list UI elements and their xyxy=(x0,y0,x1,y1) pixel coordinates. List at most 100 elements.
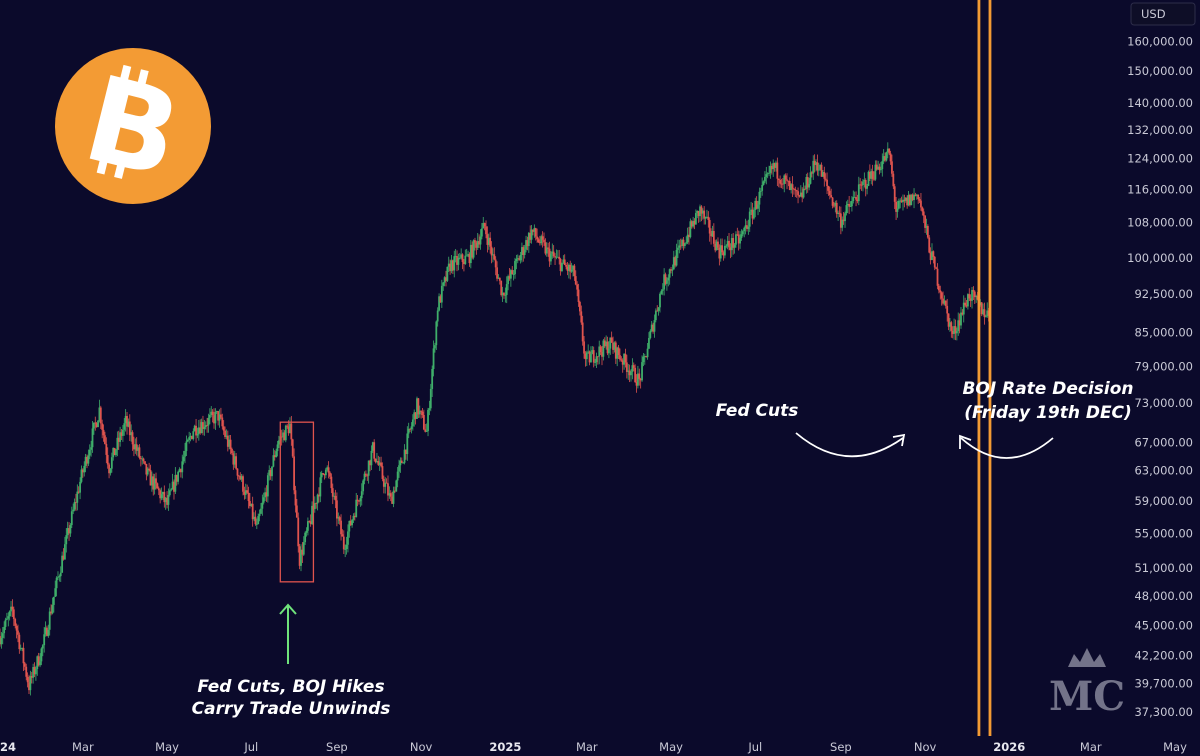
candle-body xyxy=(266,475,269,497)
candle-body xyxy=(889,153,892,162)
candle-body xyxy=(906,197,909,206)
candle-body xyxy=(418,410,421,415)
candle-body xyxy=(857,184,860,202)
candle-body xyxy=(819,164,822,170)
candle-body xyxy=(127,421,130,427)
candle-body xyxy=(105,443,108,455)
candle-body xyxy=(460,254,463,258)
candle-body xyxy=(331,488,334,497)
candle-body xyxy=(682,239,685,247)
candle-body xyxy=(221,417,224,427)
candle-body xyxy=(392,490,395,504)
candle-body xyxy=(746,225,748,229)
candle-body xyxy=(892,173,895,187)
candle-body xyxy=(330,476,333,489)
candle-body xyxy=(863,180,866,182)
candle-body xyxy=(547,247,550,249)
candle-body xyxy=(779,180,782,184)
candle-body xyxy=(18,634,21,650)
candle-body xyxy=(909,194,911,206)
y-tick-label: 37,300.00 xyxy=(1134,705,1193,719)
candle-body xyxy=(572,265,574,270)
candle-body xyxy=(268,470,271,476)
candle-body xyxy=(899,200,902,202)
candle-body xyxy=(641,362,643,381)
x-tick-label: Mar xyxy=(1080,740,1102,754)
currency-label: USD xyxy=(1141,7,1166,21)
candle-body xyxy=(556,256,559,258)
candle-body xyxy=(701,210,704,214)
candle-body xyxy=(777,178,780,181)
candle-body xyxy=(313,503,316,510)
candle-body xyxy=(48,611,51,630)
currency-badge[interactable]: USD xyxy=(1130,2,1196,26)
candle-body xyxy=(650,324,653,331)
candle-body xyxy=(880,169,882,171)
candle-body xyxy=(86,456,88,464)
candle-body xyxy=(400,460,403,464)
candle-body xyxy=(486,234,489,245)
candle-body xyxy=(577,289,580,302)
candle-body xyxy=(43,634,46,646)
y-tick-label: 45,000.00 xyxy=(1134,619,1193,633)
candle-body xyxy=(189,436,192,438)
candle-body xyxy=(456,256,458,265)
candle-body xyxy=(628,370,631,376)
candle-body xyxy=(859,184,862,186)
candle-body xyxy=(116,437,119,450)
candle-body xyxy=(395,480,398,492)
candle-body xyxy=(697,210,700,217)
candle-body xyxy=(1,633,4,638)
candle-body xyxy=(226,435,229,447)
candle-body xyxy=(14,618,17,626)
candle-body xyxy=(92,422,95,429)
candle-body xyxy=(505,284,508,295)
candle-body xyxy=(942,298,944,304)
candle-body xyxy=(761,184,764,191)
candle-body xyxy=(494,259,497,268)
candle-body xyxy=(367,460,370,476)
candle-body xyxy=(536,236,539,240)
candle-body xyxy=(363,473,366,481)
candle-body xyxy=(106,454,109,465)
candle-body xyxy=(233,456,236,465)
candle-body xyxy=(377,461,380,465)
candle-body xyxy=(545,247,548,254)
mc-watermark-logo: MC xyxy=(1049,648,1125,720)
candle-body xyxy=(668,269,671,278)
y-tick-label: 59,000.00 xyxy=(1134,494,1193,508)
candle-body xyxy=(249,501,251,507)
candle-body xyxy=(688,234,690,238)
candle-body xyxy=(567,264,570,271)
candle-body xyxy=(576,284,579,290)
candle-body xyxy=(156,483,159,489)
candle-body xyxy=(276,444,279,452)
candle-body xyxy=(52,596,55,605)
candle-body xyxy=(960,312,962,326)
candle-body xyxy=(873,178,875,180)
candle-body xyxy=(302,542,305,555)
candle-body xyxy=(599,346,602,353)
candle-body xyxy=(830,195,833,198)
candle-body xyxy=(135,444,138,451)
candle-body xyxy=(167,494,170,505)
candle-body xyxy=(160,494,163,499)
candle-body xyxy=(297,517,300,547)
candle-body xyxy=(88,449,91,456)
candle-body xyxy=(59,572,62,577)
candle-body xyxy=(112,447,115,458)
candle-body xyxy=(44,627,47,635)
candle-body xyxy=(806,177,809,188)
candle-body xyxy=(824,178,827,180)
candle-body xyxy=(396,471,399,481)
candle-body xyxy=(163,491,166,503)
candle-body xyxy=(326,467,329,470)
candle-body xyxy=(34,668,37,675)
candle-body xyxy=(91,428,94,448)
candle-body xyxy=(244,490,247,495)
candle-body xyxy=(359,498,362,502)
y-tick-label: 124,000.00 xyxy=(1127,152,1193,166)
candle-body xyxy=(627,370,630,372)
candle-body xyxy=(337,517,340,519)
candle-body xyxy=(449,263,452,272)
